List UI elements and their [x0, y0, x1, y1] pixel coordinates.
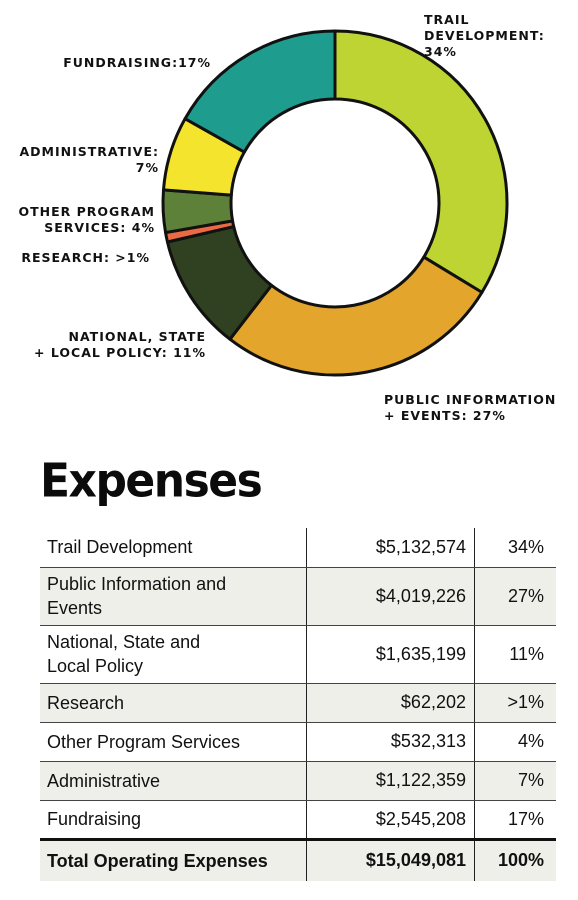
- row-percent: 34%: [474, 528, 556, 568]
- row-name: Fundraising: [40, 800, 307, 840]
- slice-trail-development: [333, 29, 509, 294]
- row-amount: $532,313: [306, 722, 475, 762]
- row-percent: 17%: [474, 800, 556, 840]
- row-amount: $4,019,226: [306, 567, 475, 626]
- row-name: Research: [40, 683, 307, 723]
- expenses-title: Expenses: [40, 454, 263, 509]
- total-name: Total Operating Expenses: [40, 837, 307, 881]
- row-amount: $5,132,574: [306, 528, 475, 568]
- table-row: Other Program Services $532,313 4%: [40, 722, 556, 762]
- label-national-state-local-policy: NATIONAL, STATE + LOCAL POLICY: 11%: [34, 329, 206, 360]
- table-row: Fundraising $2,545,208 17%: [40, 800, 556, 840]
- row-percent: 4%: [474, 722, 556, 762]
- label-research: RESEARCH: >1%: [21, 250, 150, 265]
- slice-fundraising: [183, 29, 337, 154]
- label-fundraising: FUNDRAISING:17%: [63, 55, 211, 70]
- total-percent: 100%: [474, 837, 556, 881]
- row-name: Public Information and Events: [40, 567, 307, 626]
- row-amount: $2,545,208: [306, 800, 475, 840]
- row-percent: 27%: [474, 567, 556, 626]
- expenses-donut-chart: TRAIL DEVELOPMENT: 34% PUBLIC INFORMATION + …: [18, 12, 556, 423]
- row-amount: $62,202: [306, 683, 475, 723]
- row-name: Other Program Services: [40, 722, 307, 762]
- row-name: Trail Development: [40, 528, 307, 568]
- label-administrative: ADMINISTRATIVE: 7%: [20, 144, 160, 175]
- total-row: Total Operating Expenses $15,049,081 100…: [40, 837, 556, 881]
- row-percent: >1%: [474, 683, 556, 723]
- table-row: Trail Development $5,132,574 34%: [40, 528, 556, 568]
- row-amount: $1,122,359: [306, 761, 475, 801]
- table-row: Administrative $1,122,359 7%: [40, 761, 556, 801]
- label-other-program-services: OTHER PROGRAM SERVICES: 4%: [18, 204, 155, 235]
- row-percent: 7%: [474, 761, 556, 801]
- table-row: Research $62,202 >1%: [40, 683, 556, 723]
- label-public-information-events: PUBLIC INFORMATION + EVENTS: 27%: [384, 392, 556, 423]
- row-name: Administrative: [40, 761, 307, 801]
- expenses-table: Trail Development $5,132,574 34% Public …: [40, 528, 556, 881]
- label-trail-development: TRAIL DEVELOPMENT: 34%: [424, 12, 545, 59]
- row-name: National, State and Local Policy: [40, 625, 307, 684]
- table-row: National, State and Local Policy $1,635,…: [40, 625, 556, 684]
- table-row: Public Information and Events $4,019,226…: [40, 567, 556, 626]
- row-amount: $1,635,199: [306, 625, 475, 684]
- row-percent: 11%: [474, 625, 556, 684]
- total-amount: $15,049,081: [306, 837, 475, 881]
- slice-public-information-events: [228, 255, 484, 377]
